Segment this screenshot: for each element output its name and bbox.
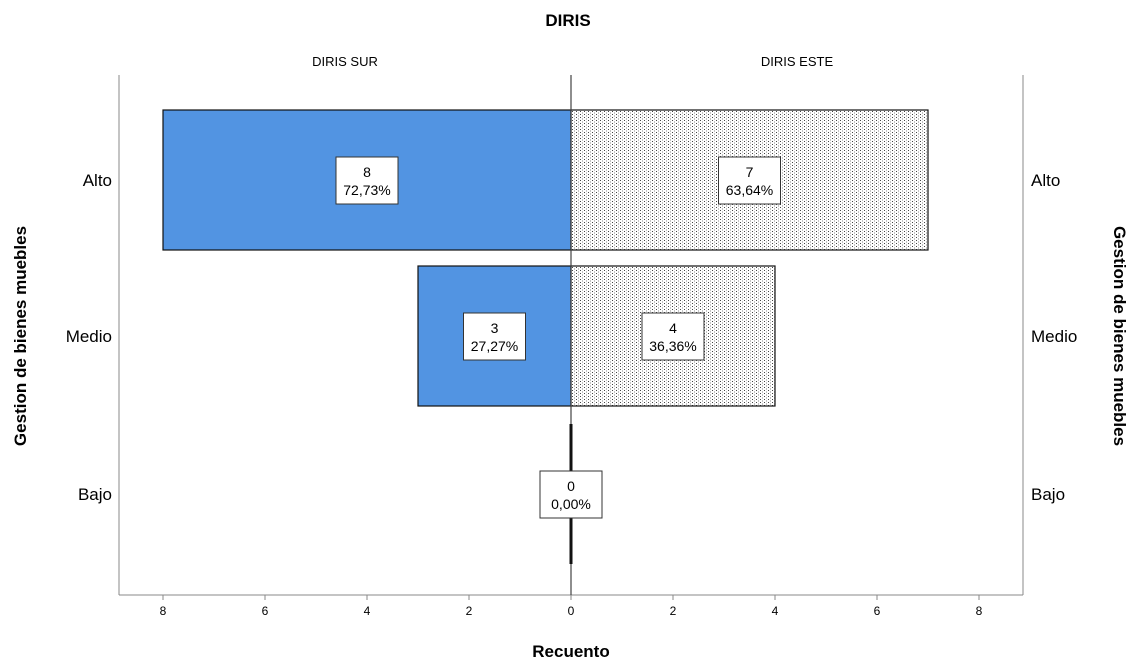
x-tick-label: 6 — [874, 604, 881, 618]
value-labels-group: 8 72,73% 7 63,64% 3 27,27% 4 36,36% 0 0,00% — [335, 156, 781, 519]
value-percent: 36,36% — [649, 338, 696, 354]
value-count: 4 — [669, 320, 677, 336]
value-label-right-medio: 4 36,36% — [641, 312, 705, 361]
category-label-left-alto: Alto — [83, 171, 112, 190]
category-label-right-alto: Alto — [1031, 171, 1060, 190]
value-percent: 0,00% — [551, 496, 591, 512]
bars-right-group — [570, 109, 929, 407]
value-label-box — [463, 312, 526, 361]
series-right-label: DIRIS ESTE — [761, 54, 834, 69]
value-count: 8 — [363, 164, 371, 180]
x-tick-label: 2 — [466, 604, 473, 618]
category-labels-right: Alto Medio Bajo — [1031, 171, 1077, 504]
category-labels-left: Alto Medio Bajo — [66, 171, 112, 504]
y-axis-title-left: Gestion de bienes muebles — [11, 226, 30, 446]
value-label-box — [641, 312, 705, 361]
x-tick-label: 4 — [772, 604, 779, 618]
category-label-right-bajo: Bajo — [1031, 485, 1065, 504]
bars-left-group — [162, 109, 572, 407]
value-label-left-alto: 8 72,73% — [335, 156, 399, 205]
x-tick-label: 4 — [364, 604, 371, 618]
x-tick-label: 8 — [160, 604, 167, 618]
x-tick-label: 2 — [670, 604, 677, 618]
value-label-left-medio: 3 27,27% — [463, 312, 526, 361]
value-percent: 27,27% — [471, 338, 518, 354]
series-left-label: DIRIS SUR — [312, 54, 378, 69]
chart-title: DIRIS — [545, 11, 590, 30]
value-label-box — [718, 156, 781, 205]
category-label-right-medio: Medio — [1031, 327, 1077, 346]
value-label-box — [335, 156, 399, 205]
value-label-center-bajo: 0 0,00% — [539, 470, 603, 519]
x-tick-label: 8 — [976, 604, 983, 618]
y-axis-title-right: Gestion de bienes muebles — [1110, 226, 1129, 446]
value-percent: 63,64% — [726, 182, 773, 198]
x-tick-label: 6 — [262, 604, 269, 618]
value-label-right-alto: 7 63,64% — [718, 156, 781, 205]
value-percent: 72,73% — [343, 182, 390, 198]
x-tick-label: 0 — [568, 604, 575, 618]
value-count: 7 — [746, 164, 754, 180]
x-axis-title: Recuento — [532, 642, 609, 661]
value-count: 0 — [567, 478, 575, 494]
category-label-left-medio: Medio — [66, 327, 112, 346]
category-label-left-bajo: Bajo — [78, 485, 112, 504]
x-ticks-group: 8 6 4 2 0 2 4 6 8 — [160, 595, 983, 618]
value-count: 3 — [491, 320, 499, 336]
value-label-box — [539, 470, 603, 519]
